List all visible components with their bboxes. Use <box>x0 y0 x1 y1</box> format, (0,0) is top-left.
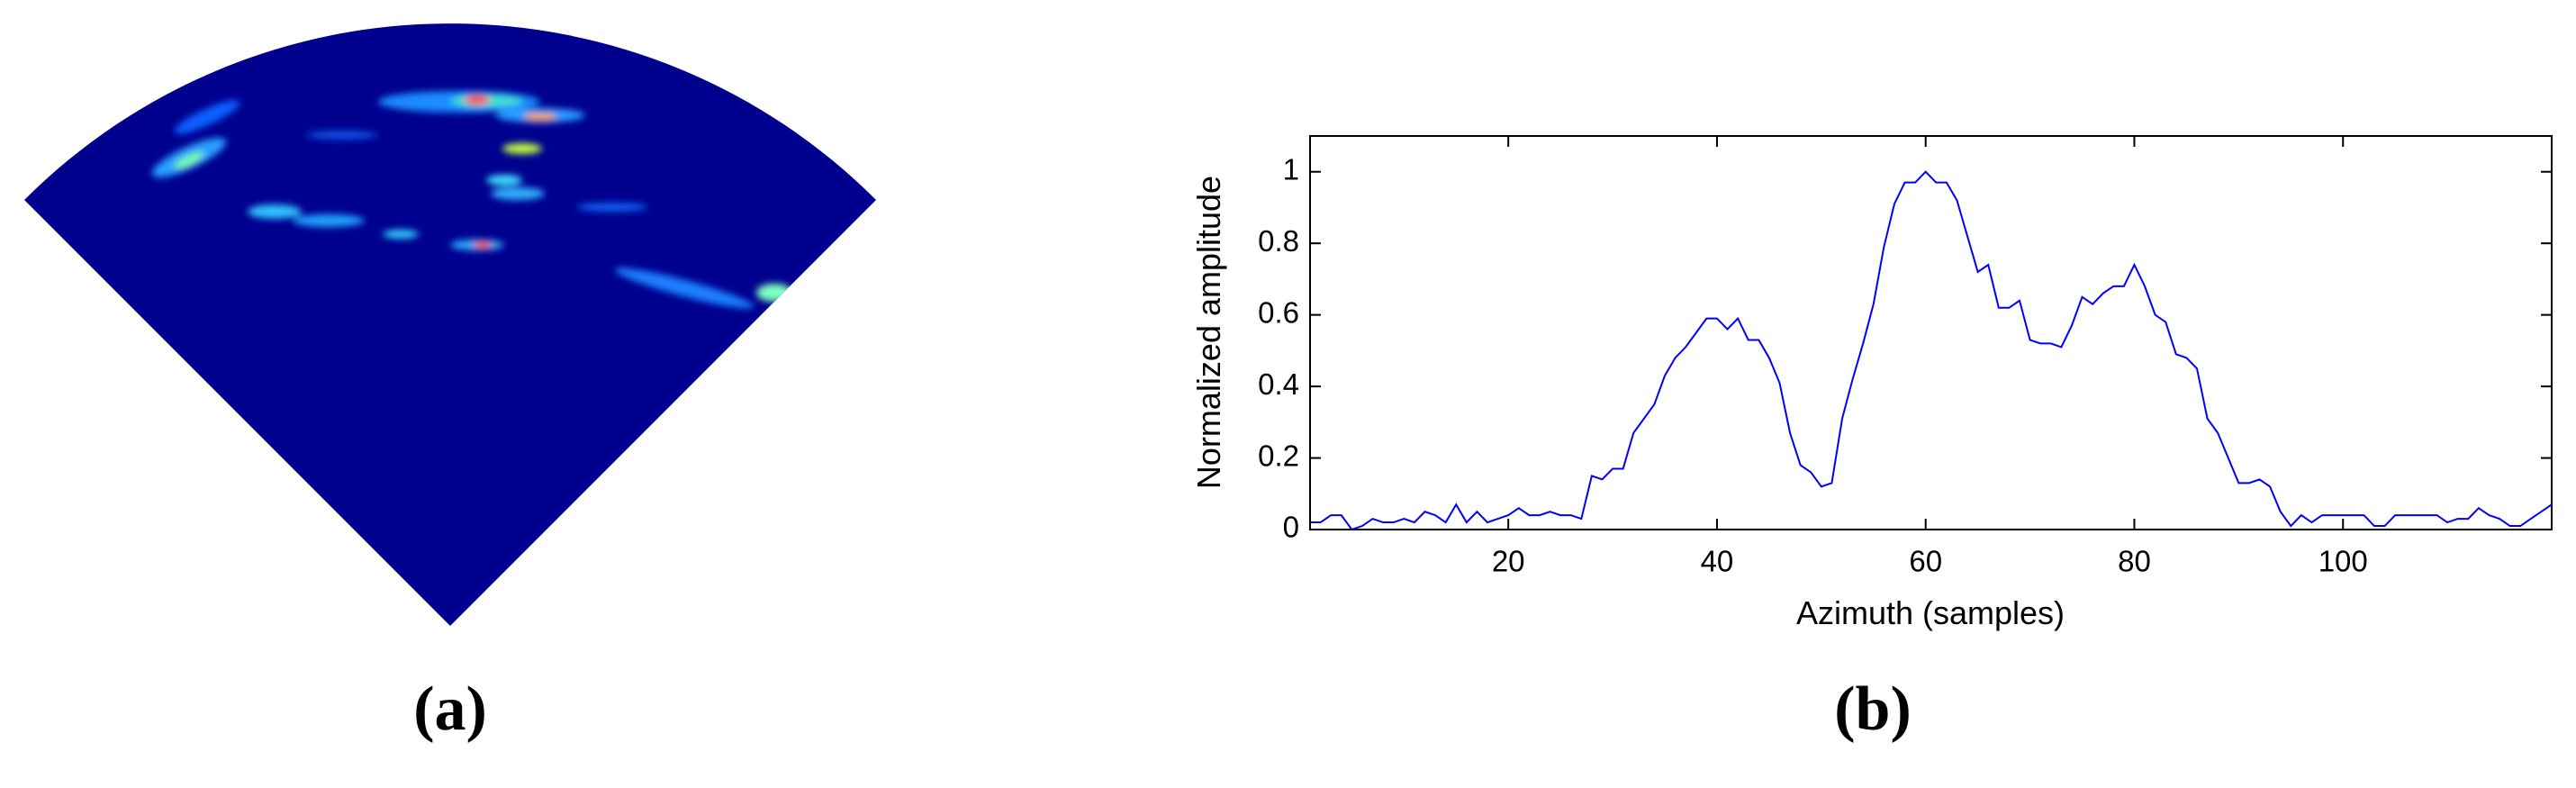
panel-label: (b) <box>1834 675 1912 744</box>
y-tick-label: 0.8 <box>1258 224 1299 258</box>
x-tick-label: 40 <box>1701 545 1734 578</box>
sonar-image <box>24 23 876 627</box>
y-tick-label: 0 <box>1283 511 1299 544</box>
data-line <box>1310 170 2553 531</box>
y-tick-label: 1 <box>1283 152 1299 186</box>
x-tick-label: 100 <box>2318 545 2368 578</box>
x-tick-label: 20 <box>1492 545 1525 578</box>
x-tick-label: 60 <box>1909 545 1942 578</box>
y-axis-label: Normalized amplitude <box>1190 176 1227 489</box>
x-axis-label: Azimuth (samples) <box>1796 594 2065 631</box>
sonar-fan <box>24 23 876 627</box>
sonar-echoes <box>151 91 792 309</box>
y-tick-label: 0.2 <box>1258 439 1299 472</box>
y-tick-label: 0.4 <box>1258 367 1299 401</box>
plot-frame <box>1309 135 2553 530</box>
y-tick-label: 0.6 <box>1258 295 1299 329</box>
panel-label: (a) <box>413 675 487 744</box>
x-tick-label: 80 <box>2118 545 2151 578</box>
